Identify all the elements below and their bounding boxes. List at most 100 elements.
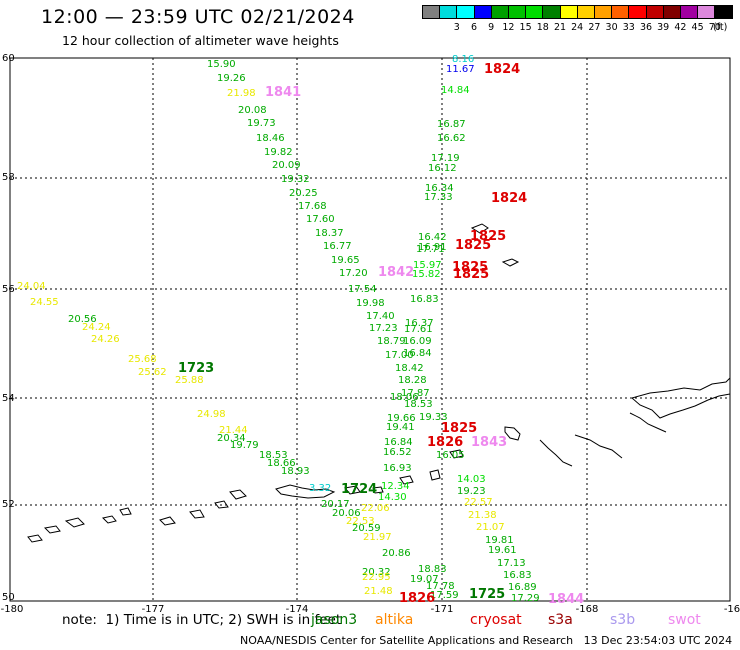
swh-label-track-a: 16.84 bbox=[384, 437, 413, 448]
swh-label-track-b: 16.12 bbox=[428, 163, 457, 174]
swh-label-track-b: 17.29 bbox=[511, 593, 540, 604]
pass-time-label: 1825 bbox=[452, 260, 488, 275]
satellite-legend-item: altika bbox=[375, 612, 414, 628]
swh-label-track-b: 18.53 bbox=[404, 399, 433, 410]
swh-label-track-b: 15.97 bbox=[413, 260, 442, 271]
swh-label-track-b: 17.33 bbox=[424, 192, 453, 203]
lat-lon-grid bbox=[10, 58, 730, 601]
swh-label-track-b: 16.83 bbox=[410, 294, 439, 305]
swh-label-track-c: 24.55 bbox=[30, 297, 59, 308]
swh-label-track-b: 16.05 bbox=[436, 450, 465, 461]
island-outline bbox=[27, 534, 43, 543]
swh-label-track-a: 21.97 bbox=[363, 532, 392, 543]
swh-label-track-a: 19.66 bbox=[387, 413, 416, 424]
legend-tick-label: 18 bbox=[536, 22, 549, 33]
pass-time-label: 1723 bbox=[178, 361, 214, 376]
swh-label-track-a: 16.52 bbox=[383, 447, 412, 458]
swh-label-track-d: 22.53 bbox=[346, 516, 375, 527]
swh-label-track-c: 25.62 bbox=[138, 367, 167, 378]
swh-label-track-c: 25.68 bbox=[128, 354, 157, 365]
swh-label-track-d: 19.07 bbox=[410, 574, 439, 585]
swh-label-track-a: 18.79 bbox=[377, 336, 406, 347]
legend-tick-label: 6 bbox=[470, 22, 478, 33]
swh-label-track-a: 21.48 bbox=[364, 586, 393, 597]
swh-label-track-a: 16.93 bbox=[383, 463, 412, 474]
lon-tick-label: -171 bbox=[431, 604, 454, 615]
island-outline bbox=[504, 426, 521, 441]
island-outline bbox=[449, 449, 464, 459]
pass-time-label: 1826 bbox=[427, 435, 463, 450]
island-outline bbox=[539, 439, 573, 467]
swh-label-track-a: 19.65 bbox=[331, 255, 360, 266]
swh-label-track-d: 3.32 bbox=[309, 483, 331, 494]
pass-time-label: 1724 bbox=[341, 482, 377, 497]
island-outline bbox=[229, 489, 247, 500]
legend-tick-label: 3 bbox=[453, 22, 460, 33]
lat-tick-label: 52 bbox=[2, 499, 15, 510]
pass-time-labels: 1824184118241825182518251825184217231825… bbox=[178, 62, 584, 607]
pass-time-label: 1841 bbox=[265, 85, 301, 100]
swh-label-track-b: 16.83 bbox=[503, 570, 532, 581]
swh-label-track-b: 15.82 bbox=[412, 269, 441, 280]
swh-label-track-b: 16.09 bbox=[403, 336, 432, 347]
swh-label-track-b: 14.03 bbox=[457, 474, 486, 485]
lon-tick-label: -168 bbox=[576, 604, 599, 615]
legend-tick-label: 42 bbox=[674, 22, 687, 33]
legend-tick-label: 15 bbox=[519, 22, 532, 33]
swh-label-track-d: 17.78 bbox=[426, 581, 455, 592]
pass-time-label: 1825 bbox=[455, 238, 491, 253]
swh-label-track-b: 17.61 bbox=[404, 324, 433, 335]
swh-label-track-a: 22.95 bbox=[362, 572, 391, 583]
lon-tick-label: -16 bbox=[724, 604, 740, 615]
island-outline bbox=[429, 469, 441, 481]
pass-time-label: 1725 bbox=[469, 587, 505, 602]
island-outline bbox=[189, 509, 205, 519]
swh-label-track-c: 24.26 bbox=[91, 334, 120, 345]
swh-label-track-c: 20.56 bbox=[68, 314, 97, 325]
island-outline bbox=[102, 515, 117, 524]
footer-note: note: 1) Time is in UTC; 2) SWH is in fe… bbox=[62, 612, 342, 628]
swh-label-track-d: 20.06 bbox=[332, 508, 361, 519]
coastline bbox=[27, 223, 731, 543]
swh-label-track-b: 19.33 bbox=[419, 412, 448, 423]
swh-label-track-a: 17.23 bbox=[369, 323, 398, 334]
swh-label-track-b: 16.91 bbox=[418, 242, 447, 253]
swh-label-track-b: 21.38 bbox=[468, 510, 497, 521]
swh-label-track-a: 20.25 bbox=[289, 188, 318, 199]
legend-tick-label: 9 bbox=[488, 22, 495, 33]
swh-label-track-a: 16.77 bbox=[323, 241, 352, 252]
pass-time-label: 1844 bbox=[548, 592, 584, 607]
swh-label-track-b: 19.23 bbox=[457, 486, 486, 497]
pass-time-label: 1825 bbox=[470, 229, 506, 244]
legend-tick-label: 30 bbox=[605, 22, 618, 33]
swh-label-track-a: 20.86 bbox=[382, 548, 411, 559]
legend-tick-label: 70 bbox=[708, 22, 721, 33]
swh-label-track-b: 16.62 bbox=[437, 133, 466, 144]
swh-label-track-b: 17.13 bbox=[497, 558, 526, 569]
pass-time-label: 1843 bbox=[471, 435, 507, 450]
swh-label-track-a: 17.54 bbox=[348, 284, 377, 295]
island-outline bbox=[344, 485, 361, 495]
swh-label-track-b: 16.42 bbox=[418, 232, 447, 243]
swh-label-track-a: 15.90 bbox=[207, 59, 236, 70]
legend-tick-label: 24 bbox=[571, 22, 584, 33]
island-outline bbox=[399, 475, 414, 485]
swh-label-track-c: 24.24 bbox=[82, 322, 111, 333]
island-outline bbox=[159, 516, 176, 526]
axis-labels: -180 -177 -174 -171 -168 -16 60 58 56 54 52 50 bbox=[1, 53, 740, 615]
swh-label-track-a: 19.26 bbox=[217, 73, 246, 84]
swh-label-track-b: 19.61 bbox=[488, 545, 517, 556]
legend-tick-label: 21 bbox=[553, 22, 567, 33]
swh-label-track-a: 20.08 bbox=[238, 105, 267, 116]
swh-label-track-c: 18.93 bbox=[281, 466, 310, 477]
legend-tick-label: 12 bbox=[502, 22, 515, 33]
swh-label-track-a: 19.32 bbox=[281, 174, 310, 185]
lat-tick-label: 54 bbox=[2, 393, 15, 404]
satellite-legend-item: s3a bbox=[548, 612, 573, 628]
swh-label-track-b: 14.84 bbox=[441, 85, 470, 96]
swh-label-track-a: 17.00 bbox=[385, 350, 414, 361]
swh-label-track-d: 17.59 bbox=[430, 590, 459, 601]
swh-label-track-a: 19.98 bbox=[356, 298, 385, 309]
swh-label-track-a: 17.60 bbox=[306, 214, 335, 225]
swh-label-track-b: 8.16 bbox=[452, 54, 474, 65]
